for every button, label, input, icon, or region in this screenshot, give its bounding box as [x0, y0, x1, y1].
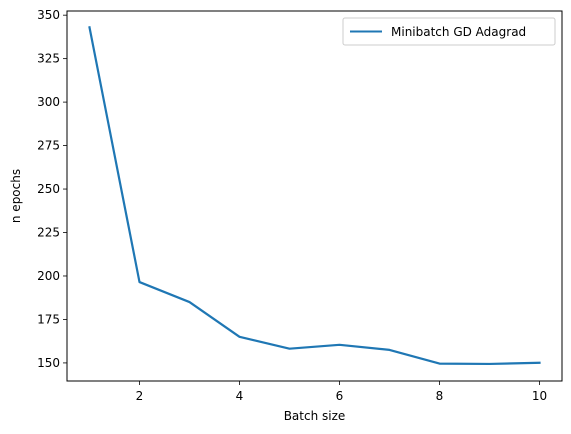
series-line-0	[88, 26, 541, 366]
x-axis-label: Batch size	[284, 409, 346, 423]
y-tick-label: 225	[37, 226, 60, 240]
y-tick-label: 175	[37, 312, 60, 326]
y-axis-label: n epochs	[9, 169, 23, 223]
x-tick-label: 10	[532, 389, 547, 403]
x-axis: 2 4 6 8 10	[136, 381, 547, 403]
x-tick-label: 8	[436, 389, 444, 403]
y-tick-label: 200	[37, 269, 60, 283]
legend: Minibatch GD Adagrad	[342, 17, 556, 46]
x-tick-label: 2	[136, 389, 144, 403]
y-tick-label: 325	[37, 52, 60, 66]
x-tick-label: 4	[236, 389, 244, 403]
y-tick-label: 275	[37, 139, 60, 153]
y-tick-label: 150	[37, 356, 60, 370]
legend-label: Minibatch GD Adagrad	[391, 25, 526, 39]
y-axis: 150 175 200 225 250 275 300 325 350	[37, 8, 67, 370]
axes-frame	[66, 10, 563, 382]
x-tick-label: 6	[336, 389, 344, 403]
series-layer	[88, 26, 541, 366]
legend-box	[342, 17, 556, 46]
y-tick-label: 300	[37, 95, 60, 109]
plot-area	[66, 10, 563, 382]
y-tick-label: 350	[37, 8, 60, 22]
y-tick-label: 250	[37, 182, 60, 196]
